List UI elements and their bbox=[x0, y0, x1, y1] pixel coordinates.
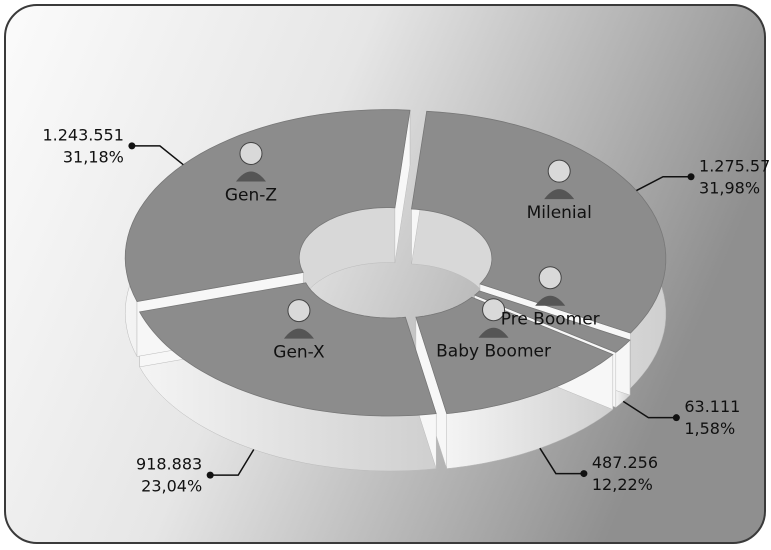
slice bbox=[415, 296, 614, 415]
icon-body bbox=[544, 189, 575, 200]
category-label: Baby Boomer bbox=[436, 342, 551, 362]
category-label: Gen-Z bbox=[225, 185, 277, 205]
callout-line bbox=[636, 176, 692, 192]
callout-dot bbox=[206, 471, 214, 479]
callout-line bbox=[210, 449, 255, 476]
percentage-label: 12,22% bbox=[592, 475, 653, 494]
icon-head bbox=[287, 299, 311, 323]
icon-head bbox=[482, 298, 506, 322]
callout-line bbox=[131, 145, 184, 166]
category-label: Pre Boomer bbox=[501, 310, 600, 330]
value-label: 63.111 bbox=[684, 397, 740, 416]
callout-dot bbox=[580, 470, 588, 478]
icon-body bbox=[535, 295, 566, 306]
callout-dot bbox=[128, 142, 136, 150]
icon-head bbox=[239, 141, 263, 165]
icon-body bbox=[478, 327, 509, 338]
slice bbox=[138, 282, 437, 417]
percentage-label: 31,98% bbox=[699, 178, 760, 197]
value-label: 1.275.571 bbox=[699, 156, 771, 175]
callout-line bbox=[622, 400, 677, 419]
icon-body bbox=[283, 328, 314, 339]
callout-dot bbox=[687, 173, 695, 181]
value-label: 1.243.551 bbox=[42, 125, 123, 144]
slice bbox=[124, 109, 411, 302]
value-label: 487.256 bbox=[592, 453, 658, 472]
callout-line bbox=[539, 447, 584, 475]
percentage-label: 23,04% bbox=[141, 477, 202, 496]
icon-head bbox=[547, 159, 571, 183]
category-label: Milenial bbox=[527, 203, 592, 223]
value-label: 918.883 bbox=[136, 455, 202, 474]
slice bbox=[411, 110, 667, 334]
category-label: Gen-X bbox=[273, 343, 325, 363]
labels: Milenial 1.275.571 31,98% Pre Boomer 63.111 1… bbox=[42, 125, 771, 495]
tops bbox=[124, 109, 667, 417]
percentage-label: 31,18% bbox=[63, 147, 124, 166]
callout-dot bbox=[672, 414, 680, 422]
percentage-label: 1,58% bbox=[684, 419, 735, 438]
icon-head bbox=[538, 266, 562, 290]
icon-body bbox=[235, 171, 266, 182]
slice bbox=[473, 290, 631, 353]
